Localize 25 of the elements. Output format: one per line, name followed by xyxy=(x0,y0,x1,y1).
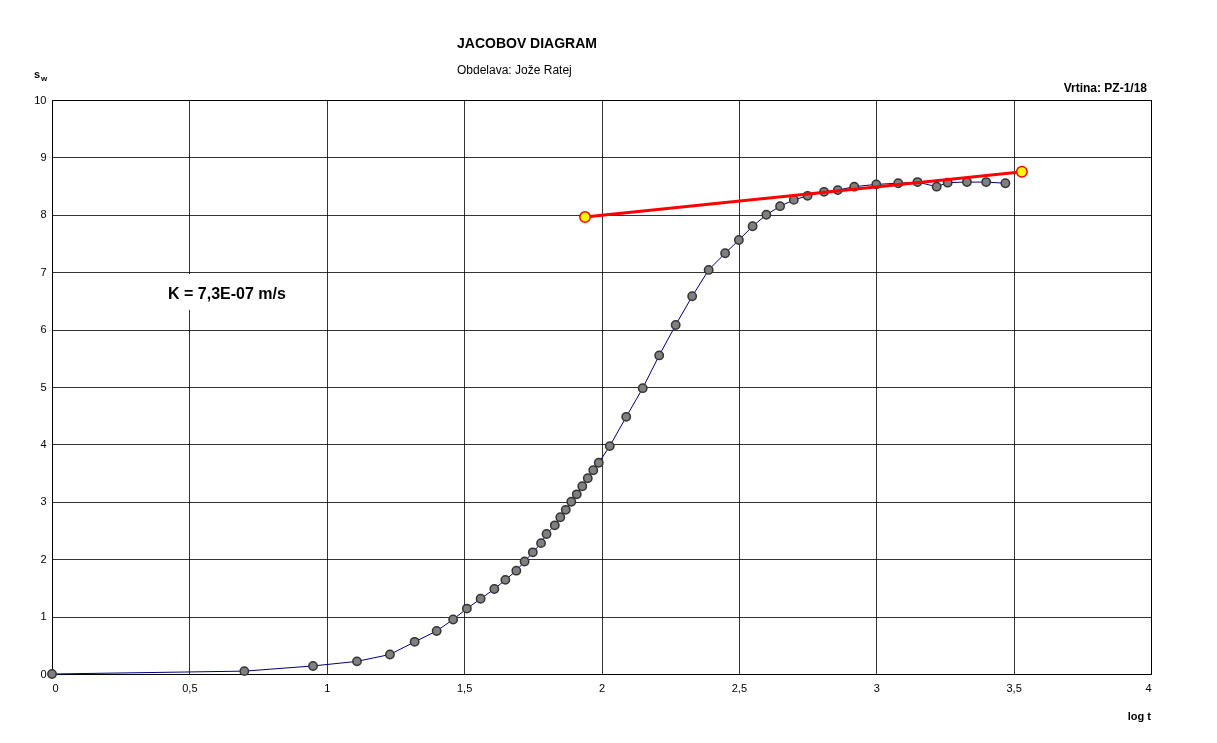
x-tick-label: 1,5 xyxy=(456,681,473,694)
x-tick-label: 3 xyxy=(873,681,880,694)
y-tick-label: 2 xyxy=(40,552,47,565)
y-tick-label: 3 xyxy=(40,495,47,508)
y-tick-label: 5 xyxy=(40,380,47,393)
y-tick-label: 6 xyxy=(40,323,47,336)
y-tick-label: 7 xyxy=(40,265,47,278)
x-tick-label: 4 xyxy=(1145,681,1152,694)
x-tick-label: 3,5 xyxy=(1006,681,1022,694)
y-tick-label: 4 xyxy=(40,437,47,450)
y-tick-label: 8 xyxy=(40,208,47,221)
chart-title: JACOBOV DIAGRAM xyxy=(457,35,598,51)
y-tick-label: 10 xyxy=(34,93,47,106)
x-tick-label: 1 xyxy=(324,681,331,694)
y-tick-label: 9 xyxy=(40,150,47,163)
y-tick-label: 0 xyxy=(40,667,47,680)
x-tick-label: 2 xyxy=(598,681,606,694)
x-tick-label: 2,5 xyxy=(731,681,748,694)
text: Vrtina: PZ-1/18 xyxy=(1063,81,1148,95)
x-tick-label: 0,5 xyxy=(182,681,198,694)
x-tick-label: 0 xyxy=(52,681,59,694)
annotation: K = 7,3E-07 m/s xyxy=(168,285,286,302)
x-axis-title: log t xyxy=(1127,710,1152,722)
y-tick-label: 1 xyxy=(40,610,47,623)
chart-subtitle: Obdelava: Jože Ratej xyxy=(457,63,572,77)
